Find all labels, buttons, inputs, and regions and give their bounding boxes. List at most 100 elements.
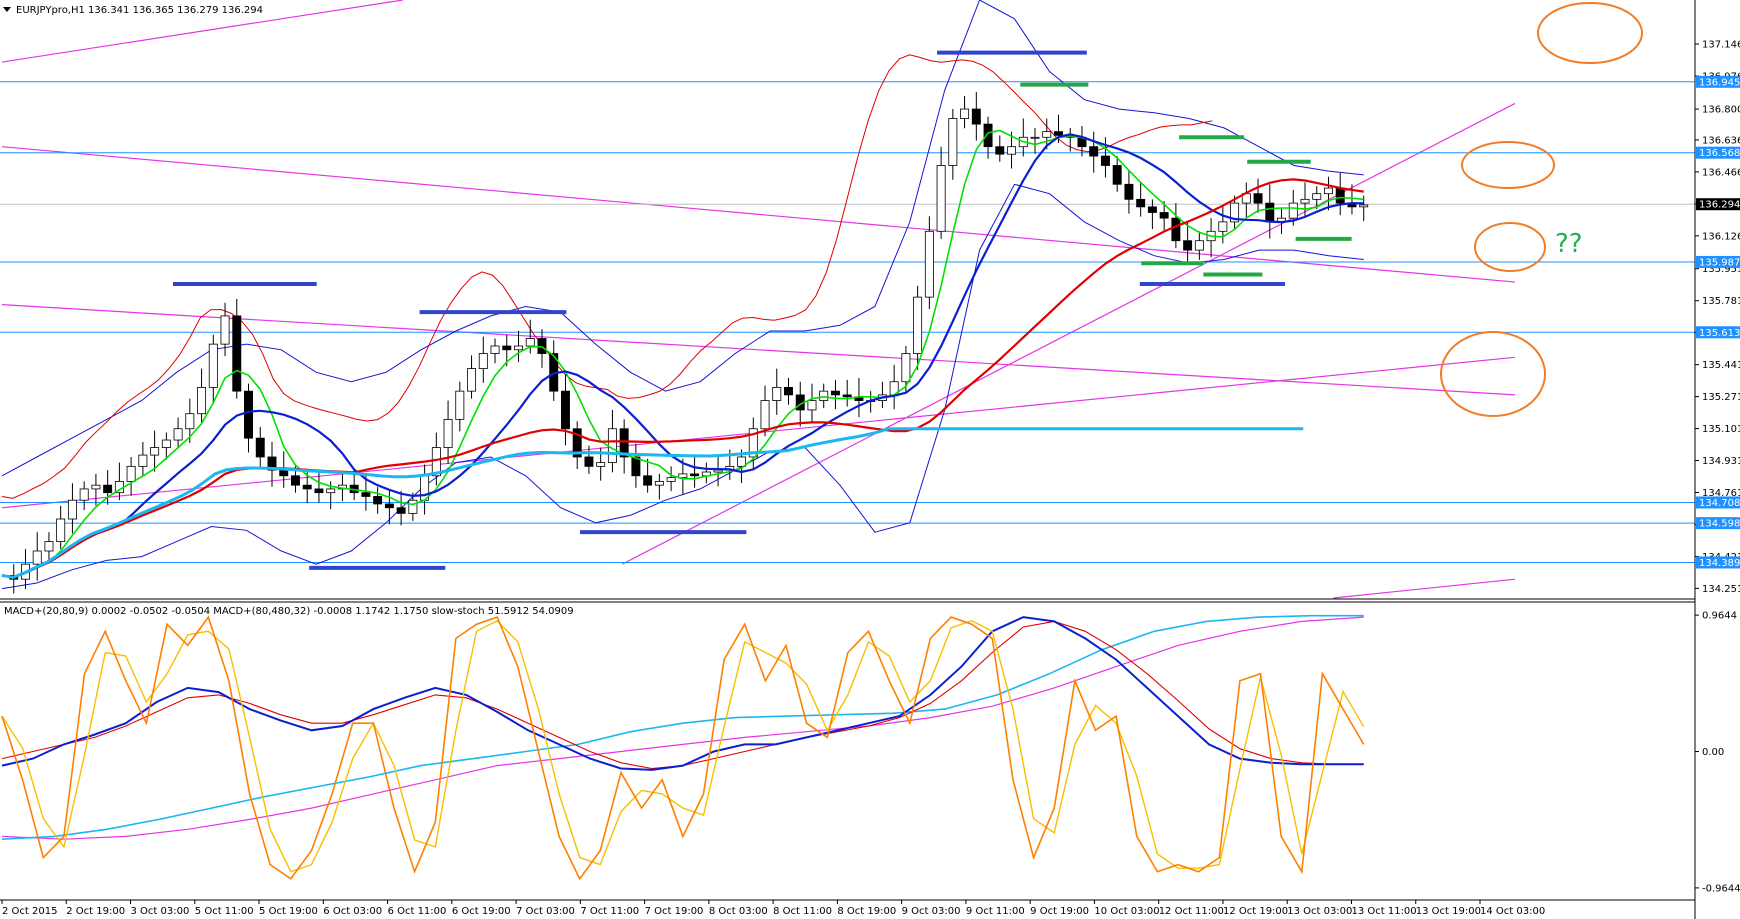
indicator-pane[interactable]	[0, 614, 1695, 881]
candle[interactable]	[842, 379, 852, 407]
trend-line[interactable]	[1, 304, 1516, 396]
candle[interactable]	[948, 109, 958, 180]
pane-separator[interactable]	[0, 598, 1695, 603]
candle[interactable]	[490, 338, 500, 364]
candle[interactable]	[103, 470, 113, 505]
candle[interactable]	[67, 483, 77, 534]
candle[interactable]	[666, 466, 676, 492]
candle[interactable]	[514, 330, 523, 362]
candle[interactable]	[1359, 195, 1369, 222]
time-tick-label: 3 Oct 03:00	[131, 906, 190, 917]
candle[interactable]	[1183, 221, 1193, 265]
candle[interactable]	[631, 443, 641, 488]
candle[interactable]	[1030, 127, 1040, 154]
candle[interactable]	[197, 368, 207, 424]
candle[interactable]	[1147, 199, 1157, 230]
candle[interactable]	[126, 456, 136, 496]
trend-line[interactable]	[622, 102, 1516, 565]
price-axis: 137.146136.976136.800136.636136.466136.2…	[1694, 0, 1740, 919]
candle[interactable]	[138, 441, 148, 477]
candle[interactable]	[32, 532, 42, 581]
candle[interactable]	[1194, 231, 1204, 260]
candle[interactable]	[584, 445, 594, 474]
time-tick-label: 5 Oct 19:00	[259, 906, 318, 917]
candle[interactable]	[1253, 178, 1263, 213]
candle[interactable]	[1089, 131, 1099, 173]
candle[interactable]	[255, 426, 265, 467]
trend-line[interactable]	[1, 0, 404, 63]
candle[interactable]	[995, 135, 1005, 162]
menu-triangle-icon[interactable]	[3, 7, 11, 12]
candle[interactable]	[373, 487, 383, 514]
candle[interactable]	[924, 216, 934, 310]
candle[interactable]	[913, 285, 923, 371]
candle[interactable]	[443, 400, 453, 465]
candle[interactable]	[478, 336, 488, 383]
candle[interactable]	[760, 385, 770, 437]
trend-line[interactable]	[1333, 578, 1516, 599]
candle[interactable]	[173, 417, 183, 448]
candle[interactable]	[267, 441, 277, 487]
candle[interactable]	[772, 368, 782, 415]
annotation-circle[interactable]	[1440, 331, 1546, 417]
candle[interactable]	[784, 377, 793, 405]
candle[interactable]	[56, 505, 66, 550]
candle[interactable]	[960, 95, 970, 129]
candle[interactable]	[1007, 131, 1017, 169]
candle[interactable]	[654, 473, 664, 500]
candle[interactable]	[830, 379, 840, 410]
candle[interactable]	[467, 355, 477, 399]
candle[interactable]	[1300, 182, 1310, 218]
candle[interactable]	[983, 116, 993, 159]
price-tick-label: 135.781	[1702, 296, 1740, 307]
current-price-tag: 136.294	[1696, 198, 1740, 211]
candle[interactable]	[971, 92, 981, 141]
annotation-circle[interactable]	[1461, 141, 1555, 189]
annotation-circle[interactable]	[1537, 2, 1643, 64]
candle[interactable]	[643, 458, 653, 493]
candle[interactable]	[748, 417, 758, 469]
candle[interactable]	[619, 419, 629, 474]
candle[interactable]	[208, 334, 218, 404]
main-price-pane[interactable]	[0, 0, 1695, 599]
candle[interactable]	[936, 146, 946, 239]
trend-line[interactable]	[1, 146, 1516, 283]
candle[interactable]	[1112, 156, 1122, 192]
candle[interactable]	[314, 472, 324, 503]
candle[interactable]	[678, 458, 688, 495]
candle[interactable]	[91, 473, 101, 506]
candle[interactable]	[185, 398, 195, 444]
time-tick-label: 13 Oct 11:00	[1351, 906, 1416, 917]
candle[interactable]	[1136, 182, 1146, 217]
envelope-upper	[1, 54, 1213, 499]
candle[interactable]	[1042, 118, 1052, 150]
candle[interactable]	[1124, 171, 1134, 214]
candle[interactable]	[408, 492, 418, 521]
candle[interactable]	[44, 532, 54, 564]
candle[interactable]	[161, 432, 171, 460]
candle[interactable]	[302, 472, 312, 504]
price-tick-label: 136.800	[1702, 105, 1740, 116]
candle[interactable]	[560, 374, 570, 446]
candle[interactable]	[220, 302, 230, 357]
time-tick-label: 9 Oct 19:00	[1030, 906, 1089, 917]
candle[interactable]	[244, 383, 253, 453]
svg-text:136.945: 136.945	[1699, 77, 1740, 88]
candle[interactable]	[901, 346, 911, 392]
candle[interactable]	[150, 430, 160, 472]
svg-text:134.708: 134.708	[1699, 498, 1740, 509]
candle[interactable]	[232, 299, 242, 399]
candle[interactable]	[819, 383, 829, 409]
candle[interactable]	[690, 455, 700, 488]
candle[interactable]	[572, 421, 582, 469]
candle[interactable]	[1230, 195, 1240, 230]
svg-text:135.613: 135.613	[1699, 328, 1740, 339]
candle[interactable]	[79, 481, 89, 510]
annotation-circle[interactable]	[1474, 222, 1546, 272]
candle[interactable]	[1159, 201, 1169, 231]
candle[interactable]	[396, 490, 406, 526]
candle[interactable]	[455, 381, 465, 432]
candle[interactable]	[807, 383, 817, 422]
candle[interactable]	[1324, 176, 1333, 211]
candle[interactable]	[1312, 186, 1322, 210]
